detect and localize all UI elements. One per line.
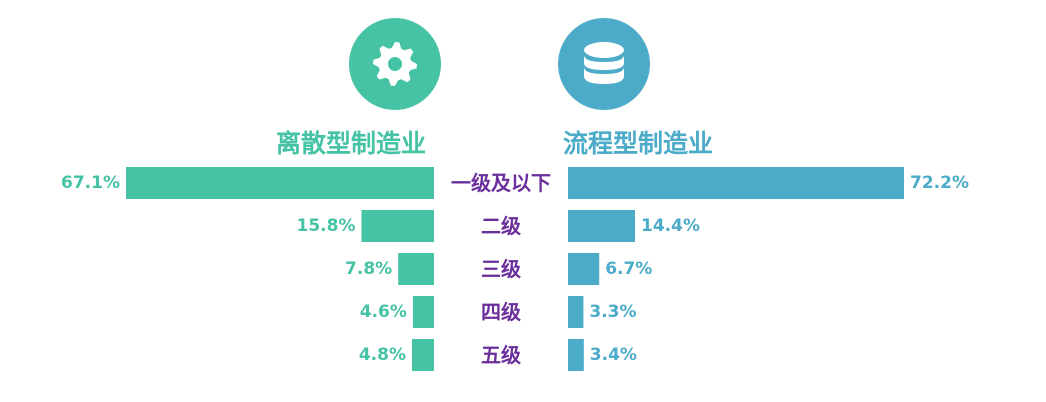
- value-label-discrete: 4.8%: [359, 345, 406, 365]
- bar-discrete: [412, 339, 434, 371]
- bar-discrete: [412, 296, 434, 328]
- series-title-process: 流程型制造业: [563, 129, 714, 158]
- value-label-discrete: 67.1%: [61, 173, 120, 193]
- series-title-discrete: 离散型制造业: [276, 129, 427, 158]
- database-icon: [584, 42, 624, 84]
- bar-discrete: [398, 253, 434, 285]
- bar-process: [568, 296, 584, 328]
- bar-discrete: [361, 210, 434, 242]
- value-label-process: 72.2%: [910, 173, 969, 193]
- category-label: 四级: [481, 300, 521, 324]
- value-label-process: 6.7%: [605, 259, 652, 279]
- category-label: 五级: [481, 343, 521, 367]
- value-label-process: 3.3%: [589, 302, 636, 322]
- value-label-discrete: 15.8%: [297, 216, 356, 236]
- category-label: 一级及以下: [451, 171, 551, 195]
- bar-process: [568, 210, 635, 242]
- bar-process: [568, 339, 584, 371]
- value-label-process: 3.4%: [590, 345, 637, 365]
- category-label: 二级: [481, 214, 521, 238]
- category-label: 三级: [481, 257, 521, 281]
- bar-discrete: [126, 167, 434, 199]
- bar-process: [568, 253, 600, 285]
- value-label-discrete: 7.8%: [345, 259, 392, 279]
- discrete-icon-badge: [349, 18, 441, 110]
- gear-icon: [373, 42, 417, 86]
- process-icon-badge: [558, 18, 650, 110]
- value-label-process: 14.4%: [641, 216, 700, 236]
- value-label-discrete: 4.6%: [360, 302, 407, 322]
- bar-process: [568, 167, 904, 199]
